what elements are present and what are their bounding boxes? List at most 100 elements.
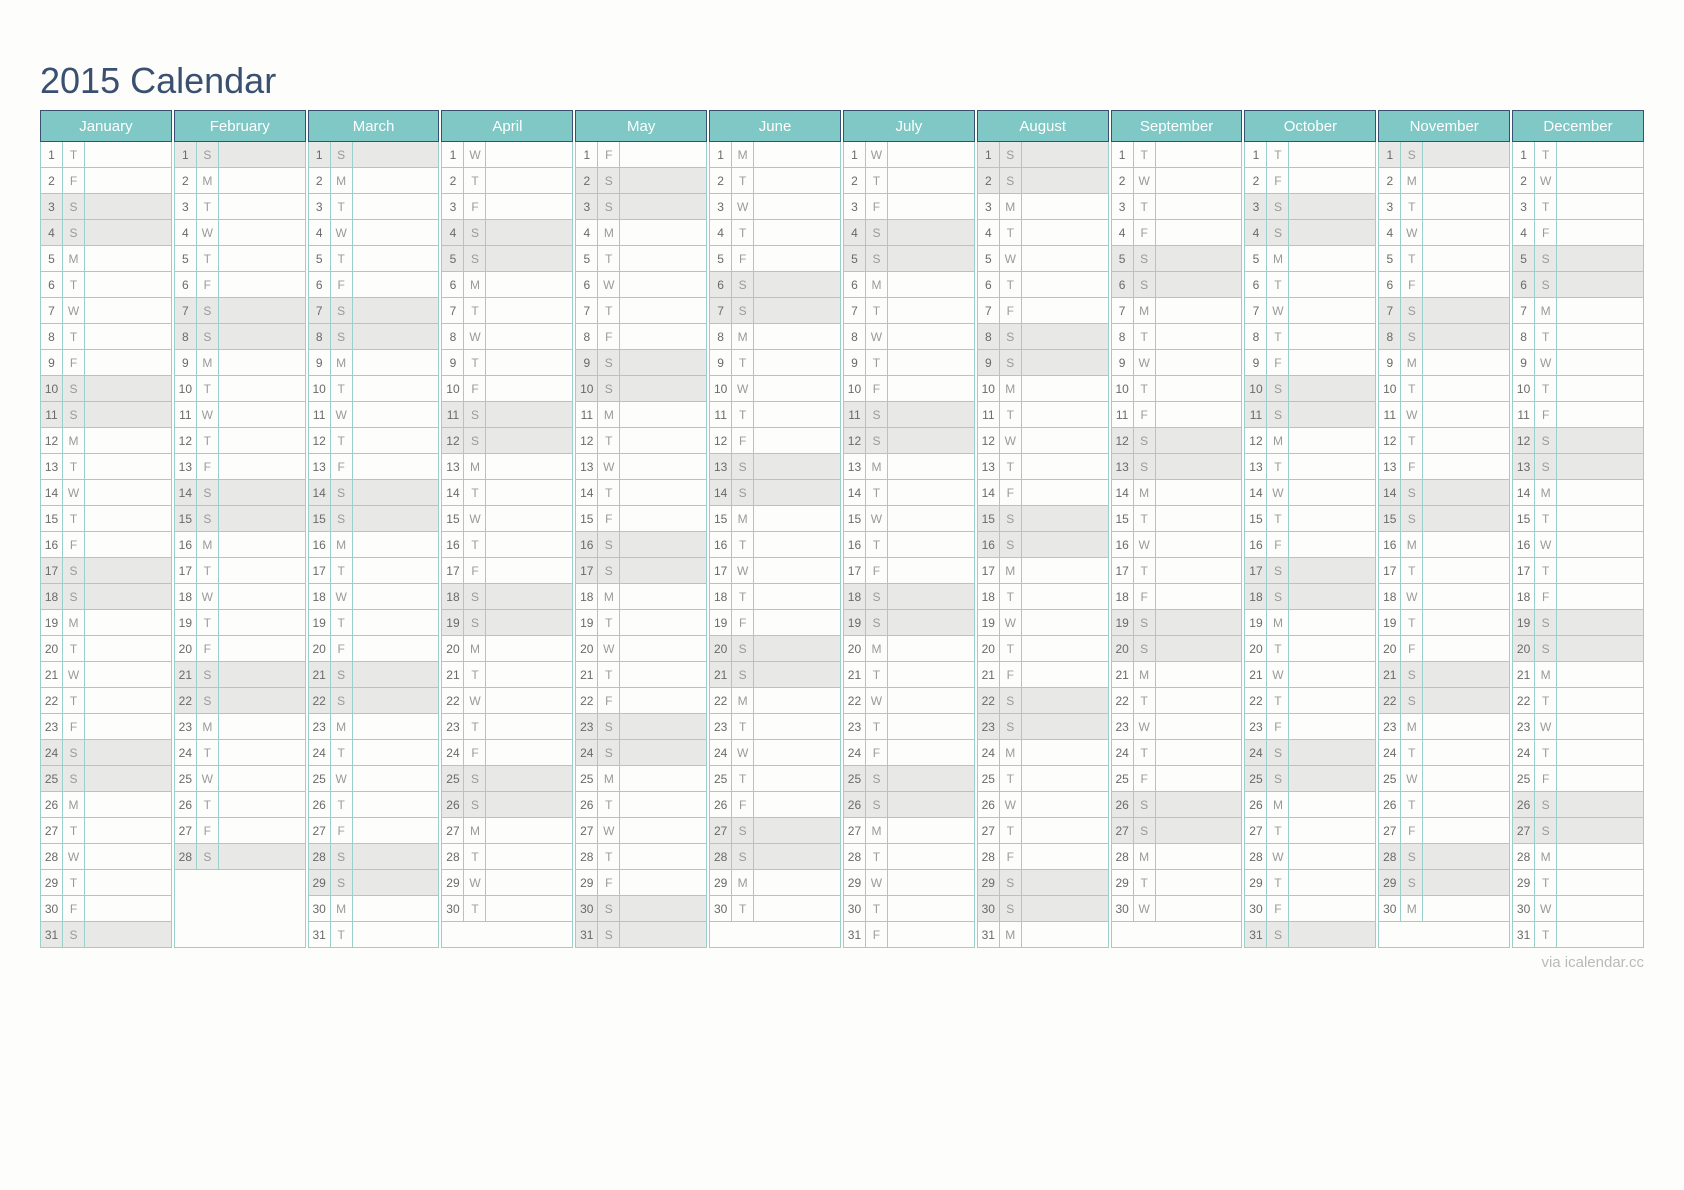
day-row: 7W bbox=[1244, 298, 1376, 324]
day-letter: M bbox=[1535, 298, 1557, 323]
day-space bbox=[620, 610, 706, 635]
day-number: 2 bbox=[41, 168, 63, 193]
day-letter: T bbox=[1134, 688, 1156, 713]
day-number: 18 bbox=[844, 584, 866, 609]
day-space bbox=[754, 896, 840, 921]
day-row: 30M bbox=[1378, 896, 1510, 922]
day-number: 26 bbox=[1379, 792, 1401, 817]
day-row: 23F bbox=[1244, 714, 1376, 740]
day-space bbox=[353, 220, 439, 245]
day-row: 29S bbox=[977, 870, 1109, 896]
day-row: 27M bbox=[441, 818, 573, 844]
day-space bbox=[219, 740, 305, 765]
day-space bbox=[1289, 142, 1375, 167]
day-space bbox=[1022, 922, 1108, 947]
day-row: 5T bbox=[174, 246, 306, 272]
day-number: 26 bbox=[175, 792, 197, 817]
day-space bbox=[754, 454, 840, 479]
day-space bbox=[888, 376, 974, 401]
day-row: 28S bbox=[174, 844, 306, 870]
day-letter: T bbox=[331, 922, 353, 947]
day-letter: S bbox=[732, 636, 754, 661]
day-space bbox=[620, 506, 706, 531]
day-row: 18S bbox=[441, 584, 573, 610]
day-number: 11 bbox=[309, 402, 331, 427]
day-row: 1S bbox=[977, 142, 1109, 168]
day-letter: T bbox=[197, 428, 219, 453]
day-number: 17 bbox=[41, 558, 63, 583]
day-letter: W bbox=[1535, 714, 1557, 739]
day-row: 22S bbox=[1378, 688, 1510, 714]
day-space bbox=[1156, 740, 1242, 765]
day-row: 21W bbox=[40, 662, 172, 688]
day-number: 20 bbox=[442, 636, 464, 661]
day-number: 12 bbox=[1513, 428, 1535, 453]
day-letter: F bbox=[1535, 766, 1557, 791]
day-row: 19T bbox=[575, 610, 707, 636]
day-row: 19S bbox=[441, 610, 573, 636]
day-space bbox=[1022, 558, 1108, 583]
day-letter: W bbox=[1535, 168, 1557, 193]
day-number: 26 bbox=[1513, 792, 1535, 817]
day-number: 11 bbox=[175, 402, 197, 427]
day-number: 3 bbox=[1245, 194, 1267, 219]
day-letter: M bbox=[331, 714, 353, 739]
day-number: 12 bbox=[309, 428, 331, 453]
day-space bbox=[85, 896, 171, 921]
day-number: 25 bbox=[41, 766, 63, 791]
day-letter: S bbox=[1267, 220, 1289, 245]
day-space bbox=[620, 246, 706, 271]
day-space bbox=[1289, 584, 1375, 609]
day-row: 12S bbox=[843, 428, 975, 454]
day-number: 8 bbox=[576, 324, 598, 349]
day-row: 4T bbox=[709, 220, 841, 246]
day-space bbox=[486, 688, 572, 713]
day-number: 9 bbox=[175, 350, 197, 375]
day-letter: M bbox=[1000, 740, 1022, 765]
day-number: 12 bbox=[978, 428, 1000, 453]
day-letter: W bbox=[1401, 402, 1423, 427]
day-row: 15M bbox=[709, 506, 841, 532]
day-number: 1 bbox=[978, 142, 1000, 167]
day-letter: F bbox=[1535, 584, 1557, 609]
day-space bbox=[888, 402, 974, 427]
day-letter: S bbox=[331, 324, 353, 349]
day-space bbox=[353, 610, 439, 635]
day-space bbox=[754, 584, 840, 609]
day-space bbox=[620, 168, 706, 193]
day-row: 28F bbox=[977, 844, 1109, 870]
day-row: 21T bbox=[575, 662, 707, 688]
day-number: 10 bbox=[1513, 376, 1535, 401]
day-space bbox=[85, 220, 171, 245]
day-letter: S bbox=[1000, 142, 1022, 167]
day-letter: S bbox=[331, 688, 353, 713]
day-space bbox=[353, 662, 439, 687]
day-row: 30S bbox=[575, 896, 707, 922]
day-letter: F bbox=[331, 454, 353, 479]
day-row: 29T bbox=[1244, 870, 1376, 896]
day-number: 8 bbox=[1245, 324, 1267, 349]
day-number: 23 bbox=[175, 714, 197, 739]
day-number: 11 bbox=[1513, 402, 1535, 427]
day-row: 19W bbox=[977, 610, 1109, 636]
day-number: 9 bbox=[309, 350, 331, 375]
day-letter: T bbox=[63, 142, 85, 167]
day-space bbox=[85, 792, 171, 817]
day-number: 17 bbox=[1379, 558, 1401, 583]
day-space bbox=[754, 766, 840, 791]
day-space bbox=[219, 506, 305, 531]
day-row: 17T bbox=[308, 558, 440, 584]
day-row: 7S bbox=[709, 298, 841, 324]
day-number: 31 bbox=[1513, 922, 1535, 947]
day-space bbox=[1557, 220, 1643, 245]
day-row: 26M bbox=[1244, 792, 1376, 818]
day-number: 25 bbox=[1245, 766, 1267, 791]
day-row: 18M bbox=[575, 584, 707, 610]
day-letter: T bbox=[866, 532, 888, 557]
day-number: 21 bbox=[978, 662, 1000, 687]
day-space bbox=[888, 142, 974, 167]
day-letter: S bbox=[63, 584, 85, 609]
day-row: 16T bbox=[709, 532, 841, 558]
day-row: 21T bbox=[441, 662, 573, 688]
day-number: 31 bbox=[1245, 922, 1267, 947]
